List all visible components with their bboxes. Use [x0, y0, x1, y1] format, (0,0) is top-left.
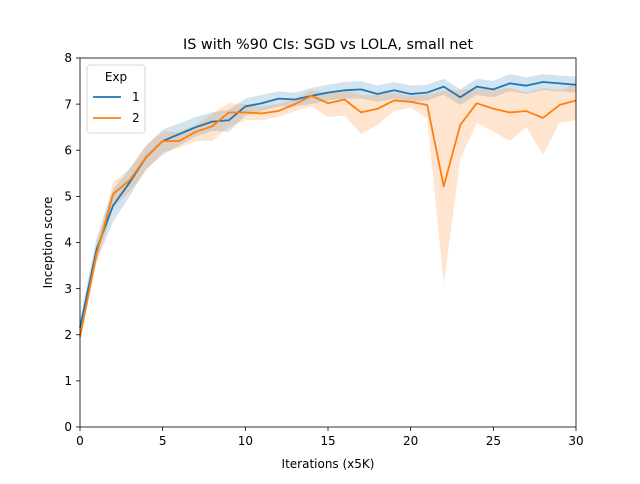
y-axis-ticks: 0 1 2 3 4 5 6 7 8	[64, 51, 80, 434]
legend: Exp 1 2	[86, 64, 146, 134]
legend-title: Exp	[105, 70, 127, 84]
y-axis-label: Inception score	[41, 197, 55, 289]
x-axis-label: Iterations (x5K)	[282, 457, 375, 471]
y-tick-label: 0	[64, 420, 72, 434]
y-tick-label: 7	[64, 97, 72, 111]
legend-box	[86, 64, 146, 134]
legend-label-series-1: 1	[132, 90, 140, 104]
series-line-2	[79, 94, 577, 338]
x-tick-label: 25	[486, 434, 501, 448]
y-tick-label: 6	[64, 143, 72, 157]
x-tick-label: 30	[568, 434, 583, 448]
y-tick-label: 4	[64, 236, 72, 250]
y-tick-label: 3	[64, 282, 72, 296]
legend-label-series-2: 2	[132, 111, 140, 125]
y-tick-label: 8	[64, 51, 72, 65]
y-tick-label: 2	[64, 328, 72, 342]
x-tick-label: 5	[159, 434, 167, 448]
x-tick-label: 20	[403, 434, 418, 448]
x-tick-label: 10	[238, 434, 253, 448]
x-tick-label: 15	[320, 434, 335, 448]
x-tick-label: 0	[76, 434, 84, 448]
y-tick-label: 1	[64, 374, 72, 388]
ci-band-series-2	[80, 83, 576, 342]
ci-bands	[80, 74, 576, 342]
series-lines	[79, 81, 577, 338]
y-tick-label: 5	[64, 190, 72, 204]
x-axis-ticks: 0 5 10 15 20 25 30	[76, 427, 584, 448]
chart-title: IS with %90 CIs: SGD vs LOLA, small net	[183, 37, 473, 53]
